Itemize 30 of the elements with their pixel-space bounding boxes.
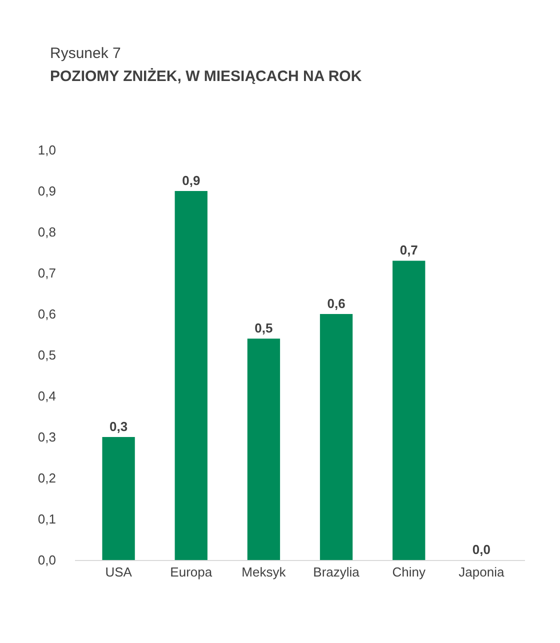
bar bbox=[102, 437, 135, 560]
x-tick-label: Japonia bbox=[458, 564, 505, 580]
y-tick-label: 0,5 bbox=[38, 348, 56, 363]
y-tick-label: 0,4 bbox=[38, 388, 56, 404]
data-label: 0,5 bbox=[254, 320, 273, 336]
data-label: 0,3 bbox=[110, 419, 128, 434]
y-tick-label: 0,7 bbox=[38, 266, 56, 281]
x-tick-label: Europa bbox=[170, 564, 213, 580]
x-tick-label: Chiny bbox=[392, 564, 426, 580]
y-tick-label: 1,0 bbox=[38, 142, 56, 158]
y-tick-label: 0,0 bbox=[38, 552, 56, 568]
y-tick-label: 0,9 bbox=[38, 184, 56, 199]
x-tick-label: USA bbox=[105, 564, 132, 580]
bar bbox=[320, 314, 353, 560]
y-tick-label: 0,2 bbox=[38, 470, 56, 486]
y-tick-label: 0,1 bbox=[38, 512, 56, 527]
bar bbox=[392, 260, 426, 560]
chart-title: Rysunek 7 bbox=[50, 45, 121, 62]
data-label: 0,7 bbox=[400, 242, 418, 258]
y-tick-label: 0,3 bbox=[38, 430, 56, 445]
data-label: 0,6 bbox=[327, 296, 346, 311]
chart-subtitle: POZIOMY ZNIŻEK, W MIESIĄCACH NA ROK bbox=[50, 68, 362, 85]
data-label: 0,9 bbox=[182, 173, 200, 188]
bar bbox=[174, 191, 208, 560]
data-label: 0,0 bbox=[472, 542, 490, 557]
x-tick-label: Brazylia bbox=[313, 564, 360, 580]
y-tick-label: 0,6 bbox=[38, 306, 56, 322]
bar bbox=[247, 338, 280, 560]
y-tick-label: 0,8 bbox=[38, 224, 56, 240]
x-tick-label: Meksyk bbox=[242, 564, 286, 580]
